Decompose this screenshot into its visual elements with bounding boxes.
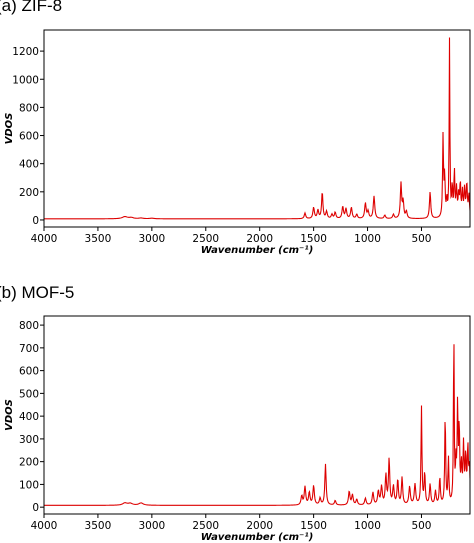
x-tick-label: 4000 — [31, 233, 58, 245]
y-tick-label: 500 — [19, 388, 39, 400]
y-tick-label: 100 — [19, 479, 39, 491]
x-tick-label: 2500 — [192, 233, 219, 245]
y-tick-label: 700 — [19, 343, 39, 355]
x-tick-label: 3500 — [85, 520, 112, 532]
x-tick-label: 3500 — [85, 233, 112, 245]
y-tick-label: 800 — [19, 102, 39, 114]
panel-b-label: (b) MOF-5 — [0, 283, 75, 302]
x-tick-label: 2500 — [192, 520, 219, 532]
x-tick-label: 3000 — [138, 520, 165, 532]
x-tick-label: 1000 — [354, 233, 381, 245]
x-tick-label: 500 — [411, 520, 431, 532]
x-tick-label: 2000 — [246, 520, 273, 532]
y-tick-label: 400 — [19, 411, 39, 423]
y-tick-label: 0 — [32, 502, 39, 514]
panel-a-label: (a) ZIF-8 — [0, 0, 63, 15]
x-axis-title: Wavenumber (cm⁻¹) — [201, 245, 314, 256]
x-tick-label: 4000 — [31, 520, 58, 532]
y-tick-label: 300 — [19, 434, 39, 446]
y-tick-label: 200 — [19, 457, 39, 469]
x-tick-label: 3000 — [138, 233, 165, 245]
vdos-series-line — [44, 37, 470, 220]
chart-mof5: 4000 3500 3000 2500 2000 1500 1000 500 0 100 200 30… — [4, 315, 471, 543]
plot-frame — [43, 29, 471, 228]
x-tick-label: 1500 — [300, 233, 327, 245]
y-tick-label: 800 — [19, 320, 39, 332]
y-tick-label: 600 — [19, 131, 39, 143]
x-tick-label: 2000 — [246, 233, 273, 245]
vdos-series-line — [44, 344, 470, 506]
y-axis-title: VDOS — [4, 113, 15, 145]
y-axis-title: VDOS — [4, 399, 15, 431]
plot-frame — [43, 315, 471, 515]
x-tick-label: 500 — [411, 233, 431, 245]
chart-zif8: 4000 3500 3000 2500 2000 1500 1000 500 0 200 400 60… — [4, 29, 471, 256]
y-tick-label: 1000 — [12, 74, 39, 86]
x-axis-title: Wavenumber (cm⁻¹) — [201, 532, 314, 543]
x-tick-label: 1000 — [354, 520, 381, 532]
x-tick-label: 1500 — [300, 520, 327, 532]
y-tick-label: 600 — [19, 366, 39, 378]
y-tick-label: 1200 — [12, 46, 39, 58]
y-tick-label: 400 — [19, 159, 39, 171]
y-tick-label: 200 — [19, 187, 39, 199]
y-tick-label: 0 — [32, 215, 39, 227]
